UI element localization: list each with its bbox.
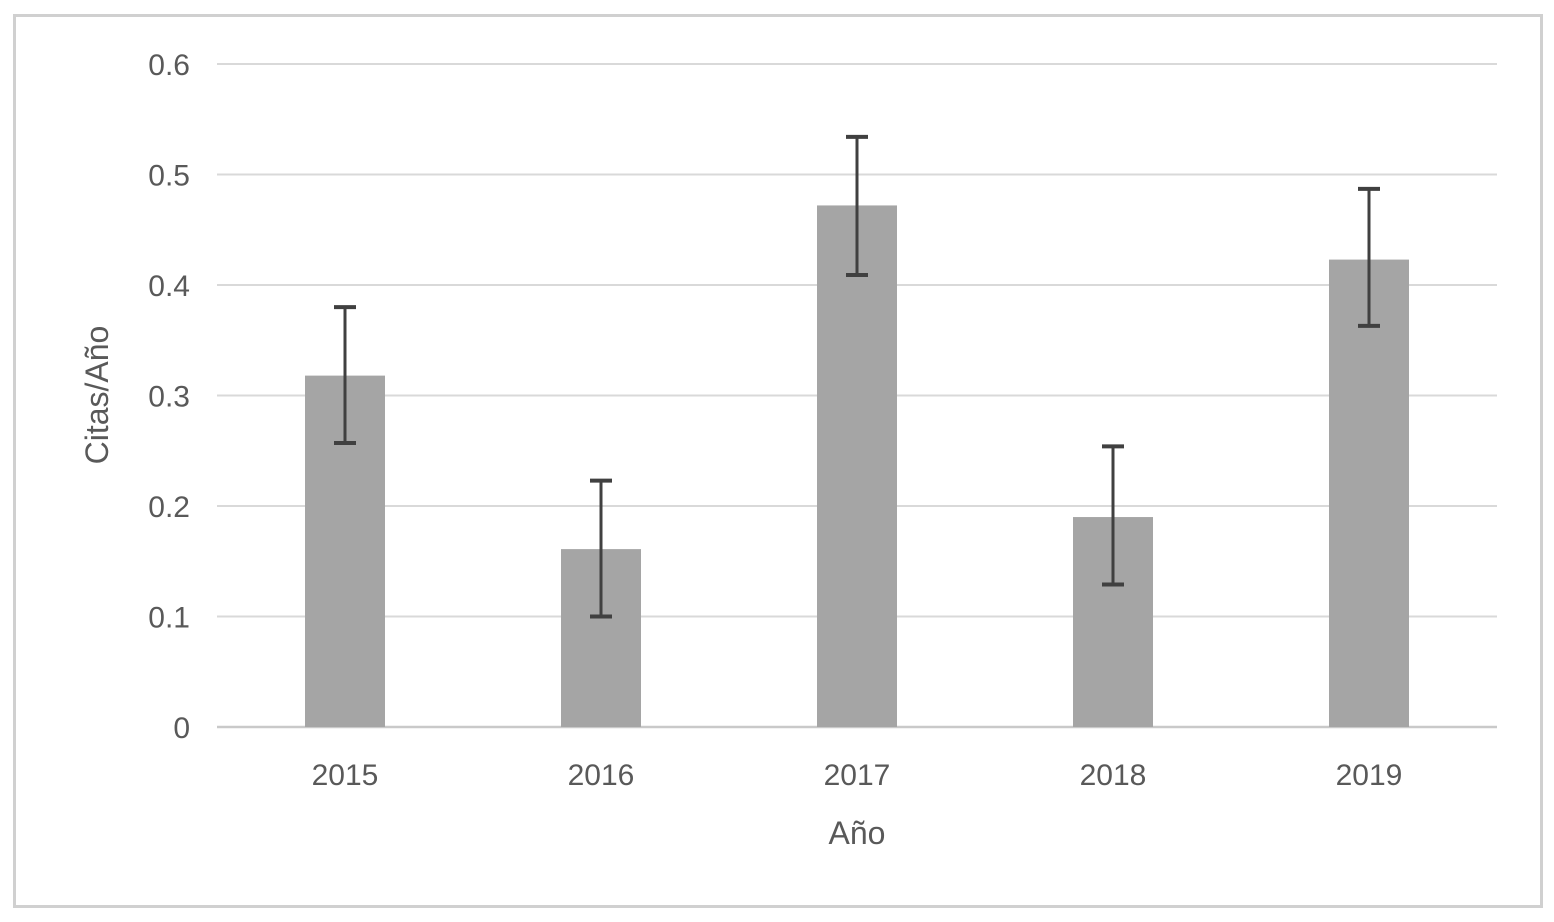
x-tick-label-2016: 2016 xyxy=(568,759,635,792)
y-tick-label-0.3: 0.3 xyxy=(148,381,190,414)
y-tick-label-0.1: 0.1 xyxy=(148,602,190,635)
bars-group xyxy=(305,205,1409,727)
y-tick-label-0.6: 0.6 xyxy=(148,49,190,82)
bar-2019 xyxy=(1329,259,1409,727)
axis-labels-group: 0 0.1 0.2 0.3 0.4 0.5 0.6 2015 2016 2017 2018 2019 xyxy=(148,49,1402,792)
y-tick-label-0.4: 0.4 xyxy=(148,270,190,303)
y-axis-title: Citas/Año xyxy=(79,326,115,465)
y-tick-label-0.5: 0.5 xyxy=(148,160,190,193)
error-bars-group xyxy=(334,134,1380,619)
x-axis-title: Año xyxy=(829,815,886,851)
x-tick-label-2017: 2017 xyxy=(824,759,891,792)
y-tick-label-0.2: 0.2 xyxy=(148,491,190,524)
x-tick-label-2019: 2019 xyxy=(1336,759,1403,792)
bar-2017 xyxy=(817,205,897,727)
y-tick-label-0: 0 xyxy=(173,712,190,745)
chart-frame: 0 0.1 0.2 0.3 0.4 0.5 0.6 2015 2016 2017 2018 2019 … xyxy=(13,14,1543,908)
x-tick-label-2015: 2015 xyxy=(312,759,379,792)
x-tick-label-2018: 2018 xyxy=(1080,759,1147,792)
